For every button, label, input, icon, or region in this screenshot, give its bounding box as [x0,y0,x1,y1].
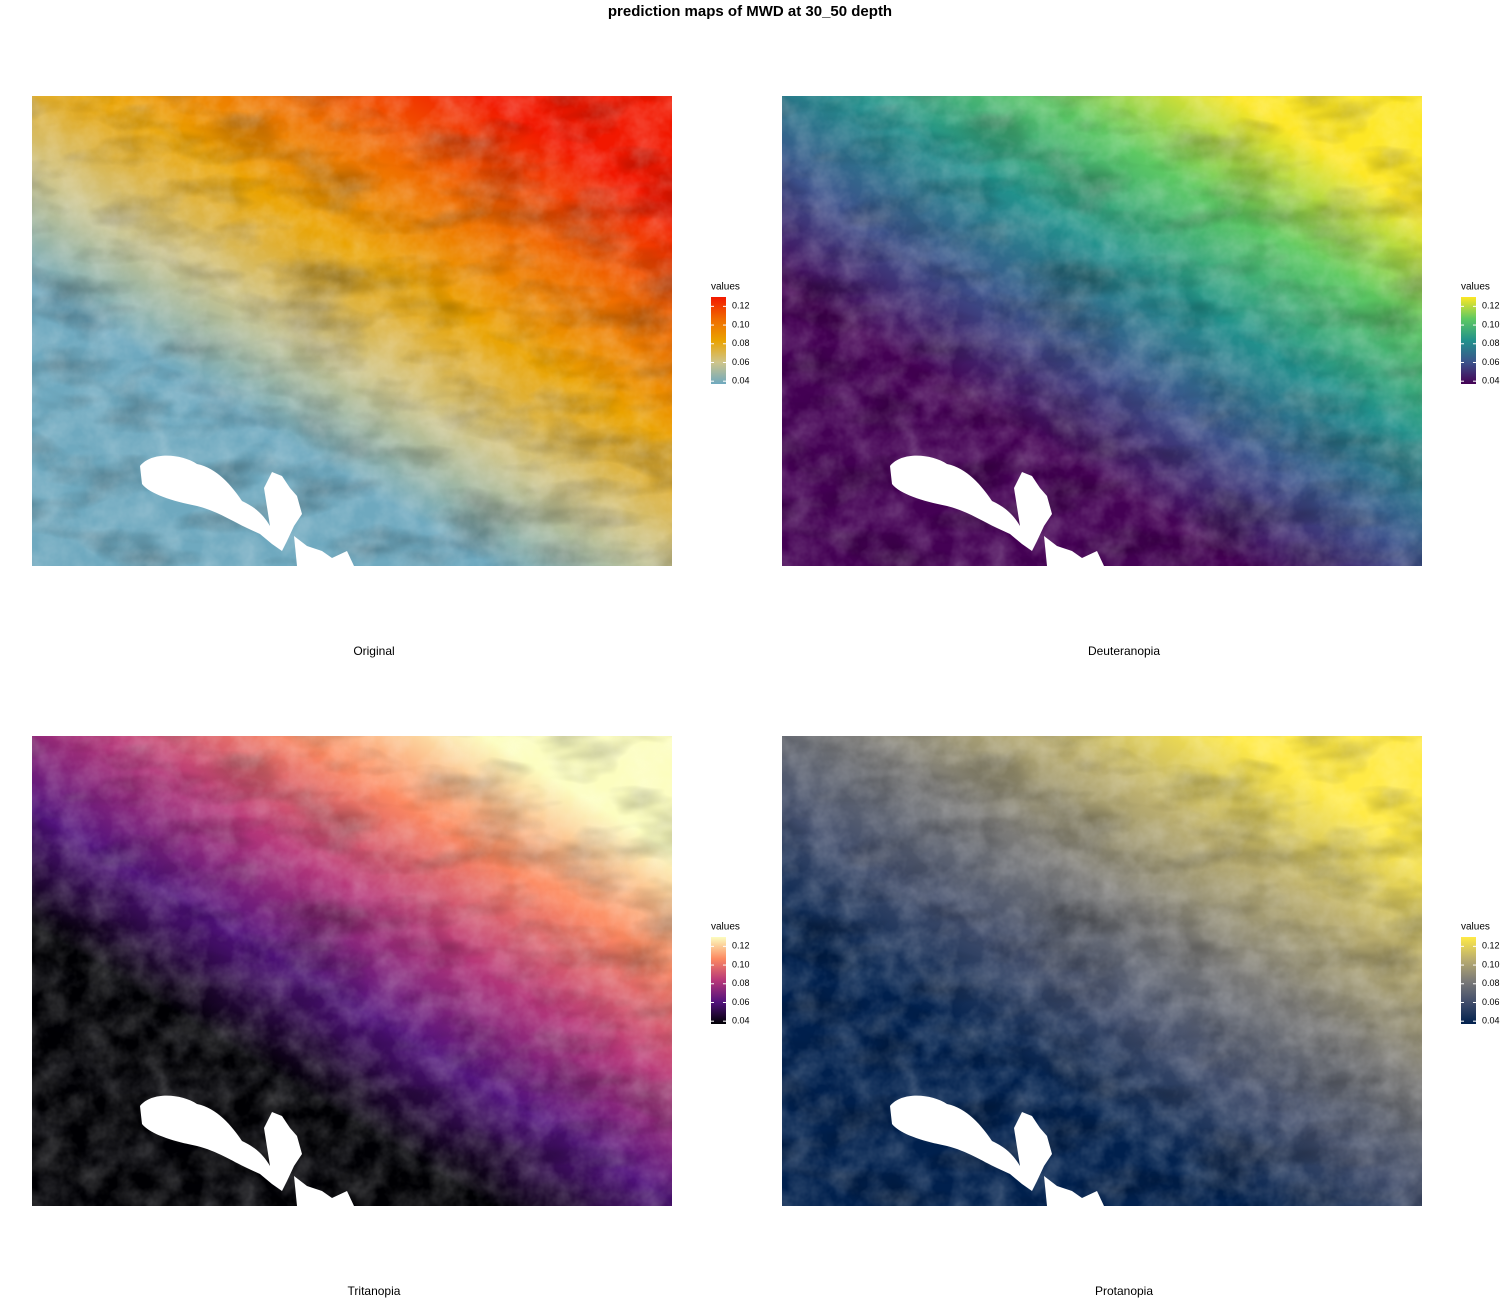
legend-tick-label: 0.12 [732,941,750,951]
legend-tick-label: 0.08 [732,978,750,988]
colorbar [1461,297,1476,384]
panel-caption: Original [353,644,394,658]
legend-tick-label: 0.12 [732,301,750,311]
legend-tick-label: 0.10 [1482,959,1500,969]
colorbar [1461,937,1476,1024]
lake [140,1095,354,1206]
lake [890,1095,1104,1206]
legend-tick-label: 0.04 [1482,1016,1500,1026]
map-panel [782,96,1422,566]
lake [140,455,354,566]
figure-title: prediction maps of MWD at 30_50 depth [608,3,892,20]
legend-tick-label: 0.04 [732,1016,750,1026]
legend-tick-label: 0.06 [1482,357,1500,367]
map-panel [782,736,1422,1206]
legend-tick-label: 0.12 [1482,301,1500,311]
legend-title: values [711,922,740,933]
raster-texture [782,736,1422,1206]
lake [890,455,1104,566]
map-panel [32,736,672,1206]
panel-caption: Tritanopia [348,1284,401,1298]
panel-caption: Deuteranopia [1088,644,1160,658]
panel-caption: Protanopia [1095,1284,1153,1298]
colorbar [711,297,726,384]
legend-title: values [1461,922,1490,933]
legend-title: values [1461,282,1490,293]
legend-tick-label: 0.06 [732,357,750,367]
legend-tick-label: 0.12 [1482,941,1500,951]
raster-texture [32,96,672,566]
legend-tick-label: 0.08 [732,338,750,348]
legend-tick-label: 0.04 [732,376,750,386]
legend-tick-label: 0.10 [1482,319,1500,329]
legend-tick-label: 0.08 [1482,338,1500,348]
raster-texture [782,96,1422,566]
colorbar [711,937,726,1024]
legend-tick-label: 0.10 [732,959,750,969]
legend-tick-label: 0.06 [1482,997,1500,1007]
legend-tick-label: 0.06 [732,997,750,1007]
map-panel [32,96,672,566]
raster-texture [32,736,672,1206]
legend-tick-label: 0.08 [1482,978,1500,988]
legend-tick-label: 0.04 [1482,376,1500,386]
legend-title: values [711,282,740,293]
legend-tick-label: 0.10 [732,319,750,329]
